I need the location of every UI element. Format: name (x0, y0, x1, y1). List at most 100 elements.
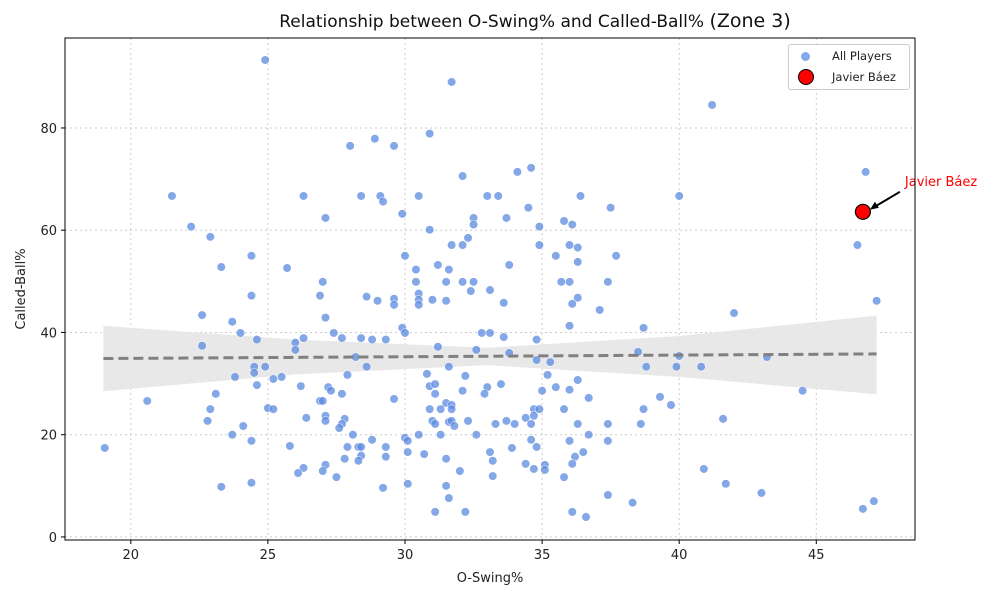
y-tick-label: 60 (40, 224, 57, 239)
data-point (532, 335, 542, 345)
data-point (551, 382, 561, 392)
data-point (277, 372, 287, 382)
data-point (441, 296, 451, 306)
data-point (100, 443, 110, 453)
annotation-arrowhead (869, 201, 879, 210)
data-point (510, 419, 520, 429)
data-point (315, 291, 325, 301)
data-point (564, 321, 575, 331)
data-point (468, 219, 479, 230)
data-point (246, 436, 257, 446)
data-point (797, 386, 808, 396)
data-point (534, 240, 544, 250)
data-point (559, 404, 569, 414)
data-point (559, 216, 569, 226)
data-point (581, 512, 591, 522)
data-point (397, 209, 407, 219)
data-point (471, 430, 481, 440)
x-tick-label: 45 (808, 548, 825, 563)
data-point (540, 465, 550, 475)
data-point (564, 277, 575, 287)
legend-item-all-players: All Players (789, 46, 892, 66)
data-point (447, 77, 457, 87)
data-point (551, 251, 561, 261)
data-point (455, 466, 465, 476)
chart-title-suffix: (Zone 3) (709, 10, 791, 32)
data-point (869, 496, 879, 506)
data-point (425, 128, 435, 139)
data-point (457, 386, 468, 396)
x-tick-label: 40 (671, 548, 688, 563)
data-point (430, 379, 440, 389)
data-point (468, 277, 479, 287)
data-point (246, 291, 257, 301)
data-point (460, 371, 470, 381)
data-point (331, 472, 342, 482)
data-point (584, 393, 594, 403)
data-point (400, 328, 410, 338)
data-point (348, 430, 358, 440)
data-point (422, 369, 432, 379)
data-point (471, 345, 481, 355)
x-tick-label: 35 (534, 548, 551, 563)
data-point (298, 333, 309, 343)
data-point (567, 459, 577, 469)
data-point (227, 430, 237, 440)
data-point (430, 419, 440, 429)
data-point (575, 191, 586, 201)
data-point (411, 264, 421, 275)
data-point (529, 464, 539, 474)
data-point (186, 222, 196, 232)
data-point (389, 141, 399, 151)
data-point (430, 389, 440, 399)
data-point (337, 333, 347, 343)
data-point (403, 447, 413, 457)
data-point (603, 490, 613, 500)
data-point (216, 482, 226, 492)
data-point (567, 219, 577, 230)
data-point (526, 419, 536, 429)
data-point (499, 332, 509, 342)
data-point (537, 386, 547, 396)
data-point (235, 328, 246, 338)
data-point (573, 242, 583, 253)
data-point (298, 191, 309, 201)
chart-title: Relationship between O-Swing% and Called… (0, 10, 1000, 32)
data-point (142, 396, 152, 406)
data-point (526, 435, 536, 445)
data-point (479, 389, 490, 399)
data-point (526, 163, 536, 173)
data-point (756, 488, 767, 498)
data-point (573, 375, 583, 385)
data-point (490, 419, 501, 429)
data-point (419, 449, 429, 459)
data-point (504, 260, 514, 270)
data-point (441, 481, 451, 491)
data-point (441, 454, 451, 464)
data-point (436, 430, 446, 440)
data-point (606, 203, 616, 213)
data-point (449, 421, 459, 431)
data-point (696, 362, 706, 372)
data-point (370, 134, 380, 144)
data-point (460, 507, 470, 517)
data-point (400, 251, 410, 261)
data-point (260, 55, 270, 65)
data-point (573, 293, 583, 303)
data-point (595, 305, 605, 315)
data-point (485, 328, 495, 338)
data-point (342, 370, 353, 380)
data-point (872, 296, 882, 306)
data-point (367, 435, 377, 445)
data-point (699, 464, 709, 474)
data-point (320, 313, 331, 323)
data-point (559, 472, 569, 482)
data-point (246, 251, 257, 261)
data-point (362, 362, 372, 372)
data-point (403, 479, 413, 489)
data-point (627, 498, 638, 508)
data-point (433, 342, 443, 352)
data-point (603, 419, 613, 429)
data-point (477, 328, 487, 338)
data-point (337, 389, 347, 399)
